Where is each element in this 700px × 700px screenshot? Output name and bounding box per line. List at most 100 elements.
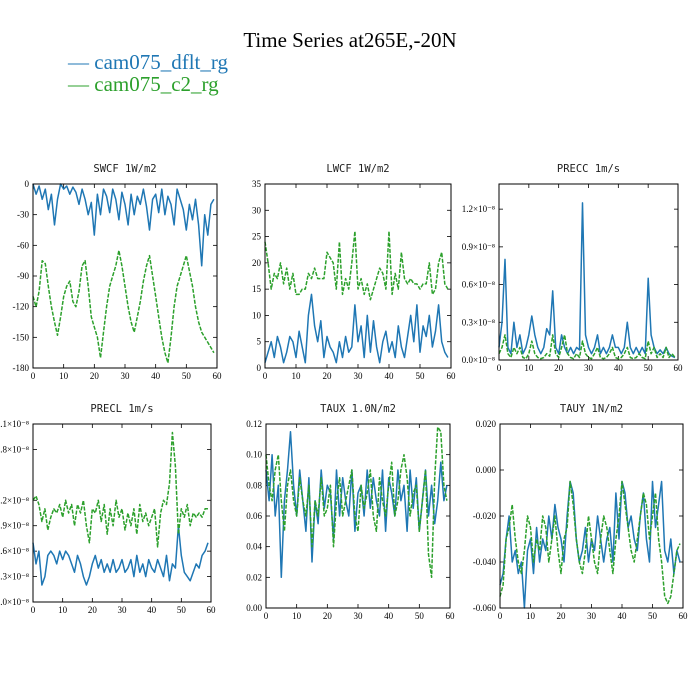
x-tick-label: 20 xyxy=(554,363,564,373)
x-tick-label: 10 xyxy=(292,371,302,381)
y-tick-label: 35 xyxy=(252,179,262,189)
y-tick-label: 0.0×10⁻⁸ xyxy=(0,597,29,607)
x-tick-label: 50 xyxy=(177,605,187,615)
y-tick-label: -0.040 xyxy=(473,557,497,567)
plot-frame xyxy=(265,423,451,609)
series-line-c2 xyxy=(32,431,208,548)
plot-frame xyxy=(498,183,679,361)
x-tick-label: 40 xyxy=(147,605,157,615)
y-tick-label: 0.0×10⁻⁸ xyxy=(462,355,495,365)
y-tick-label: -30 xyxy=(17,210,29,220)
y-tick-label: 1.2×10⁻⁸ xyxy=(462,204,495,214)
x-tick-label: 30 xyxy=(584,363,594,373)
y-tick-label: 0.00 xyxy=(246,603,262,613)
y-tick-label: 0.9×10⁻⁸ xyxy=(462,242,495,252)
x-tick-label: 30 xyxy=(121,371,131,381)
panel-0: SWCF 1W/m2 0 10 20 30 40 50 60 0 -30 -60 -90 -120 -15… xyxy=(13,163,223,381)
panel-title: TAUY 1N/m2 xyxy=(560,403,623,415)
panel-3: PRECL 1m/s 0 10 20 30 40 50 60 0.0×10⁻⁸ 0.3×10⁻⁸ 0… xyxy=(0,403,216,615)
legend-entry-dflt: — cam075_dflt_rg xyxy=(68,50,229,74)
y-tick-label: -180 xyxy=(13,363,30,373)
series-line-dflt xyxy=(32,183,215,267)
y-tick-label: -90 xyxy=(17,271,29,281)
y-tick-label: -150 xyxy=(13,332,30,342)
x-tick-label: 40 xyxy=(385,371,395,381)
y-tick-label: 0.6×10⁻⁸ xyxy=(0,546,29,556)
legend-entry-c2: — cam075_c2_rg xyxy=(68,72,219,96)
series-line-c2 xyxy=(264,230,449,301)
x-tick-label: 0 xyxy=(31,605,36,615)
y-tick-label: 0.3×10⁻⁸ xyxy=(0,572,29,582)
x-tick-label: 20 xyxy=(90,371,100,381)
y-tick-label: 0.000 xyxy=(476,465,497,475)
x-tick-label: 50 xyxy=(644,363,654,373)
x-tick-label: 0 xyxy=(31,371,36,381)
y-tick-label: 0.9×10⁻⁸ xyxy=(0,521,29,531)
x-tick-label: 50 xyxy=(416,371,426,381)
x-tick-label: 60 xyxy=(447,371,457,381)
y-tick-label: 20 xyxy=(252,258,262,268)
y-tick-label: 0.6×10⁻⁸ xyxy=(462,280,495,290)
x-tick-label: 30 xyxy=(354,371,364,381)
series-line-c2 xyxy=(32,249,215,364)
x-tick-label: 60 xyxy=(207,605,217,615)
x-tick-label: 60 xyxy=(446,611,456,621)
y-tick-label: 10 xyxy=(252,310,262,320)
y-tick-label: -0.060 xyxy=(473,603,497,613)
panel-1: LWCF 1W/m2 0 10 20 30 40 50 60 0 5 10 15 20 25 30 35 xyxy=(252,163,456,381)
series-line-c2 xyxy=(265,426,448,579)
x-tick-label: 0 xyxy=(264,611,269,621)
y-tick-label: 0.12 xyxy=(246,419,262,429)
x-tick-label: 20 xyxy=(88,605,98,615)
series-line-c2 xyxy=(498,334,676,360)
x-tick-label: 20 xyxy=(557,611,567,621)
x-tick-label: 60 xyxy=(674,363,684,373)
plot-frame xyxy=(264,183,452,369)
x-tick-label: 30 xyxy=(354,611,364,621)
y-tick-label: -120 xyxy=(13,302,30,312)
y-tick-label: 0.10 xyxy=(246,450,262,460)
x-tick-label: 0 xyxy=(497,363,502,373)
chart-title: Time Series at265E,-20N xyxy=(243,28,457,52)
series-line-dflt xyxy=(265,430,448,579)
y-tick-label: 0.06 xyxy=(246,511,262,521)
x-tick-label: 60 xyxy=(679,611,689,621)
y-tick-label: 25 xyxy=(252,232,262,242)
y-tick-label: 0.3×10⁻⁸ xyxy=(462,317,495,327)
x-tick-label: 50 xyxy=(648,611,658,621)
panel-title: SWCF 1W/m2 xyxy=(93,163,156,175)
x-tick-label: 30 xyxy=(118,605,128,615)
panel-title: PRECC 1m/s xyxy=(557,163,620,175)
y-tick-label: 15 xyxy=(252,284,262,294)
y-tick-label: -0.020 xyxy=(473,511,497,521)
panel-2: PRECC 1m/s 0 10 20 30 40 50 60 0.0×10⁻⁸ 0.3×10⁻⁸ 0… xyxy=(462,163,683,373)
y-tick-label: 2.1×10⁻⁸ xyxy=(0,419,29,429)
panel-title: PRECL 1m/s xyxy=(90,403,153,415)
x-tick-label: 0 xyxy=(263,371,268,381)
y-tick-label: 0 xyxy=(257,363,262,373)
x-tick-label: 40 xyxy=(614,363,624,373)
x-tick-label: 10 xyxy=(526,611,536,621)
series-line-dflt xyxy=(264,293,449,364)
x-tick-label: 40 xyxy=(151,371,161,381)
y-tick-label: 0.08 xyxy=(246,480,262,490)
y-tick-label: 1.2×10⁻⁸ xyxy=(0,495,29,505)
x-tick-label: 20 xyxy=(323,611,333,621)
x-tick-label: 10 xyxy=(524,363,534,373)
x-tick-label: 10 xyxy=(292,611,302,621)
panel-5: TAUY 1N/m2 0 10 20 30 40 50 60 -0.060 -0.040 -0.02… xyxy=(473,403,688,621)
plot-frame xyxy=(32,423,212,603)
y-tick-label: 0.02 xyxy=(246,572,262,582)
x-tick-label: 40 xyxy=(618,611,628,621)
y-tick-label: 0.04 xyxy=(246,542,262,552)
panel-4: TAUX 1.0N/m2 0 10 20 30 40 50 60 0.00 0.02 0.04 0.0… xyxy=(246,403,455,621)
y-tick-label: 0 xyxy=(25,179,30,189)
series-line-c2 xyxy=(499,480,681,605)
plot-frame xyxy=(32,183,218,369)
plot-frame xyxy=(499,423,684,609)
series-line-dflt xyxy=(32,524,209,586)
series-line-dflt xyxy=(499,480,681,609)
x-tick-label: 20 xyxy=(323,371,333,381)
x-tick-label: 0 xyxy=(498,611,503,621)
